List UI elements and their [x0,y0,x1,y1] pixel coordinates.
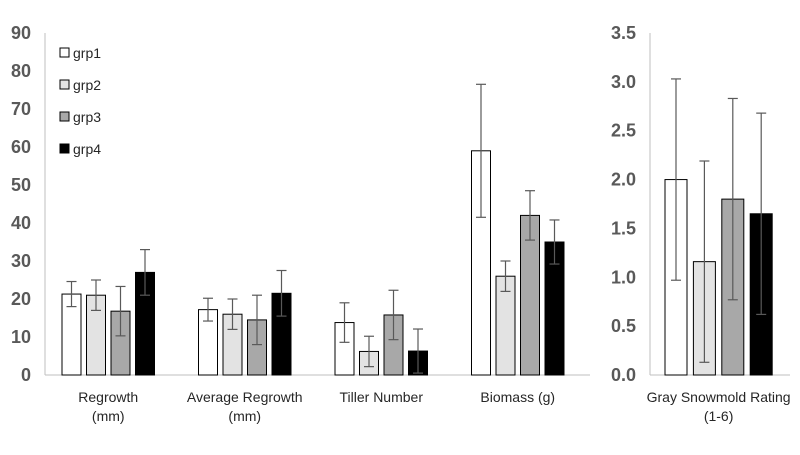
x-category-label: Average Regrowth [187,389,303,405]
y-tick-label: 70 [11,99,31,119]
x-category-label: Tiller Number [340,389,424,405]
y-tick-label: 3.0 [611,72,636,92]
legend-swatch-grp2 [59,79,70,90]
legend-label-grp4: grp4 [73,141,101,157]
y-tick-label: 0.5 [611,316,636,336]
legend-label-grp3: grp3 [73,109,101,125]
y-tick-label: 2.5 [611,121,636,141]
y-tick-label: 50 [11,175,31,195]
y-tick-label: 30 [11,251,31,271]
x-category-label: (mm) [92,408,125,424]
legend-swatch-grp4 [59,143,70,154]
y-tick-label: 0 [21,365,31,385]
y-tick-label: 2.0 [611,170,636,190]
chart-panel-2: 0.0 0.5 1.0 1.5 2.0 2.5 3.0 3.5 Gray Snowmold Ra… [611,23,791,424]
chart-panel-1: 0 10 20 30 40 50 60 70 80 90 Regrowth (mm) Average R… [11,23,590,424]
y-tick-label: 10 [11,327,31,347]
y-tick-label: 0.0 [611,365,636,385]
y-tick-label: 80 [11,61,31,81]
x-category-label: Gray Snowmold Rating [647,389,791,405]
y-tick-label: 40 [11,213,31,233]
legend-swatch-grp3 [59,111,70,122]
y-tick-label: 90 [11,23,31,43]
legend-swatch-grp1 [59,47,70,58]
legend: grp1 grp2 grp3 grp4 [59,45,101,157]
y-tick-label: 20 [11,289,31,309]
legend-label-grp2: grp2 [73,77,101,93]
y-tick-label: 60 [11,137,31,157]
y-tick-label: 3.5 [611,23,636,43]
y-tick-label: 1.5 [611,218,636,238]
y-tick-label: 1.0 [611,267,636,287]
x-category-label: (mm) [228,408,261,424]
x-category-label: (1-6) [704,408,734,424]
x-category-label: Biomass (g) [480,389,555,405]
legend-label-grp1: grp1 [73,45,101,61]
x-category-label: Regrowth [78,389,138,405]
